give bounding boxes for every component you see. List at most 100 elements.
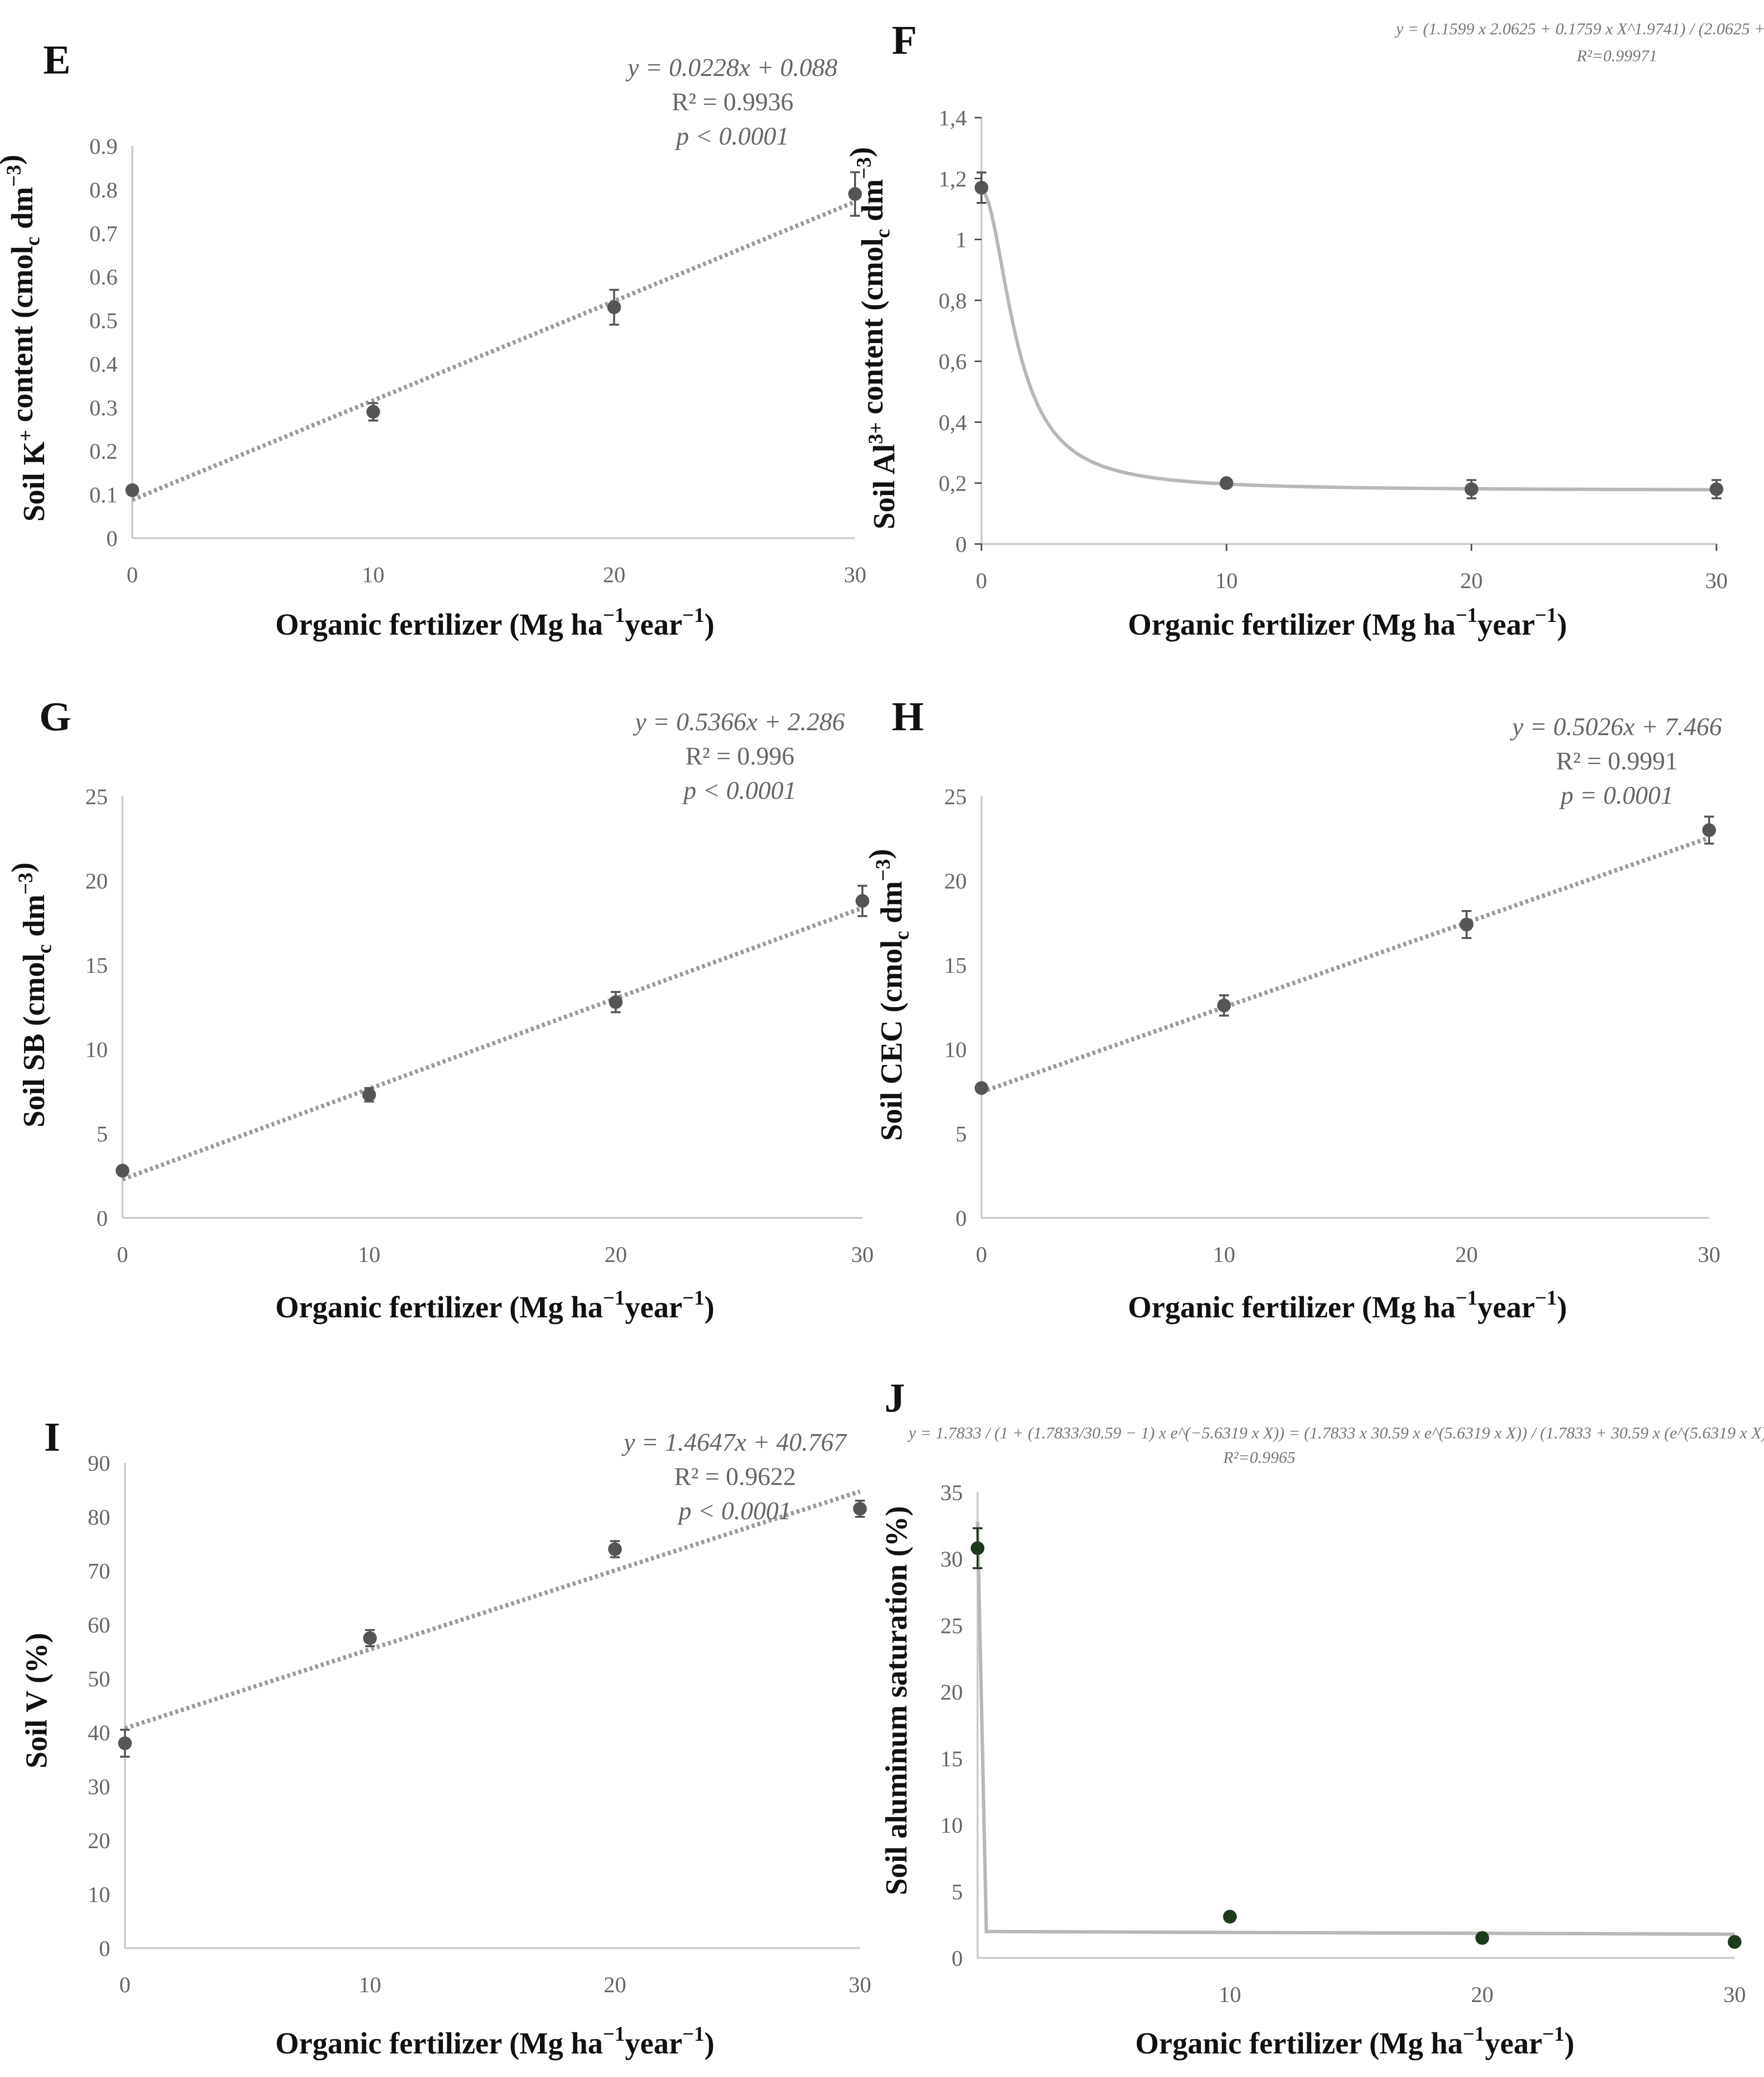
data-point	[116, 1163, 129, 1178]
y-tick-label: 0,6	[939, 349, 967, 374]
x-tick-label: 20	[603, 562, 625, 587]
x-tick-label: 30	[849, 1972, 871, 1997]
x-axis-label: Organic fertilizer (Mg ha−1year−1)	[275, 2023, 714, 2060]
x-tick-label: 30	[1723, 1982, 1746, 2007]
data-point	[856, 894, 869, 908]
p-value-label: p = 0.0001	[1559, 782, 1673, 810]
y-tick-label: 1,4	[939, 105, 967, 130]
p-value-label: p < 0.0001	[674, 123, 789, 150]
x-tick-label: 10	[1219, 1982, 1241, 2007]
data-point	[1223, 1909, 1237, 1924]
x-axis-label: Organic fertilizer (Mg ha−1year−1)	[275, 604, 714, 642]
panel-letter: J	[884, 1375, 905, 1421]
y-tick-label: 0.1	[90, 482, 118, 507]
y-tick-label: 10	[88, 1882, 110, 1907]
y-tick-label: 80	[88, 1505, 110, 1530]
data-point	[975, 180, 988, 195]
data-point	[362, 1088, 376, 1102]
panel-letter: I	[44, 1414, 60, 1460]
x-tick-label: 10	[358, 1242, 380, 1267]
data-point	[1710, 482, 1723, 496]
r-squared-label: R² = 0.996	[686, 742, 795, 770]
y-tick-label: 0	[106, 526, 118, 551]
panel-j: J 0 5 10 15 20 25 30 35 10 20 30 Soil aluminum satur…	[880, 1375, 1764, 2060]
y-axis-label: Soil V (%)	[20, 1633, 53, 1769]
x-tick-label: 30	[1705, 568, 1728, 593]
y-tick-label: 30	[88, 1774, 110, 1799]
x-tick-label: 0	[117, 1242, 128, 1267]
x-axis-label: Organic fertilizer (Mg ha−1year−1)	[1128, 1287, 1567, 1324]
r-squared-label: R²=0.99971	[1576, 47, 1657, 65]
y-axis-label: Soil Al3+ content (cmolc dm−3)	[844, 147, 901, 529]
y-tick-label: 0.8	[90, 177, 118, 202]
y-tick-label: 1,2	[939, 166, 967, 191]
y-tick-label: 5	[952, 1879, 963, 1904]
panel-f: F 0 0,2 0,4 0,6 0,8 1 1,2 1,4 0 10 20 30 Soil Al3+ co…	[844, 18, 1764, 642]
trend-line	[124, 1489, 861, 1731]
y-tick-label: 20	[940, 1680, 963, 1705]
x-tick-label: 0	[976, 1242, 987, 1267]
regression-equation: y = 1.4647x + 40.767	[621, 1429, 847, 1457]
y-tick-label: 0.2	[90, 439, 118, 464]
panel-i: I 0 10 20 30 40 50 60 70 80 90 0 10 20 30 Soil V (%) Org…	[20, 1414, 871, 2060]
y-tick-label: 25	[944, 784, 967, 809]
y-tick-label: 0.3	[90, 395, 118, 420]
x-tick-label: 0	[127, 562, 138, 587]
y-tick-label: 0	[956, 532, 967, 557]
data-point	[609, 995, 623, 1009]
y-tick-label: 0.9	[90, 134, 118, 159]
y-tick-label: 20	[944, 868, 967, 893]
x-tick-label: 10	[359, 1972, 381, 1997]
data-point	[1465, 482, 1478, 496]
y-tick-label: 15	[85, 953, 108, 978]
data-point	[848, 187, 862, 201]
y-tick-label: 25	[940, 1613, 963, 1638]
y-tick-label: 15	[944, 953, 967, 978]
trend-line	[131, 199, 856, 502]
y-tick-label: 0,8	[939, 288, 967, 313]
data-point	[1702, 823, 1716, 837]
x-tick-label: 20	[605, 1242, 627, 1267]
x-axis-label: Organic fertilizer (Mg ha−1year−1)	[275, 1287, 714, 1324]
data-point	[1220, 476, 1233, 490]
y-axis-label: Soil CEC (cmolc dm−3)	[863, 849, 913, 1141]
r-squared-label: R² = 0.9991	[1556, 747, 1678, 775]
y-axis-label: Soil K+ content (cmolc dm−3)	[0, 155, 51, 522]
y-tick-label: 15	[940, 1746, 963, 1771]
y-axis-label: Soil SB (cmolc dm−3)	[6, 863, 56, 1128]
data-point	[366, 405, 380, 419]
y-tick-label: 40	[88, 1720, 110, 1745]
y-tick-label: 0	[97, 1206, 108, 1231]
y-tick-label: 0	[956, 1206, 967, 1231]
y-tick-label: 1	[956, 227, 967, 252]
data-point	[608, 1542, 622, 1556]
y-tick-label: 50	[88, 1666, 110, 1691]
panel-h: H 0 5 10 15 20 25 0 10 20 30 Soil CEC (cmolc dm−3) O…	[863, 694, 1722, 1324]
x-tick-label: 30	[1698, 1242, 1720, 1267]
trend-line	[122, 906, 863, 1182]
r-squared-label: R²=0.9965	[1223, 1449, 1295, 1467]
data-point	[118, 1736, 132, 1750]
x-tick-label: 20	[1455, 1242, 1478, 1267]
y-tick-label: 30	[940, 1547, 963, 1572]
data-point	[363, 1631, 377, 1645]
y-tick-label: 0.6	[90, 265, 118, 290]
fitted-curve	[980, 189, 1716, 492]
y-tick-label: 25	[85, 784, 108, 809]
y-tick-label: 10	[940, 1813, 963, 1838]
panel-letter: E	[43, 37, 71, 83]
trend-line	[980, 836, 1710, 1094]
y-tick-label: 5	[956, 1121, 967, 1146]
x-tick-label: 10	[362, 562, 385, 587]
x-tick-label: 30	[851, 1242, 874, 1267]
x-tick-label: 0	[976, 568, 987, 593]
fitted-curve	[976, 1521, 1735, 1936]
r-squared-label: R² = 0.9936	[672, 88, 794, 116]
data-point	[607, 300, 621, 314]
y-tick-label: 0.5	[90, 308, 118, 333]
panel-letter: G	[39, 694, 71, 740]
x-axis-label: Organic fertilizer (Mg ha−1year−1)	[1128, 604, 1567, 642]
y-tick-label: 0,4	[939, 410, 967, 435]
